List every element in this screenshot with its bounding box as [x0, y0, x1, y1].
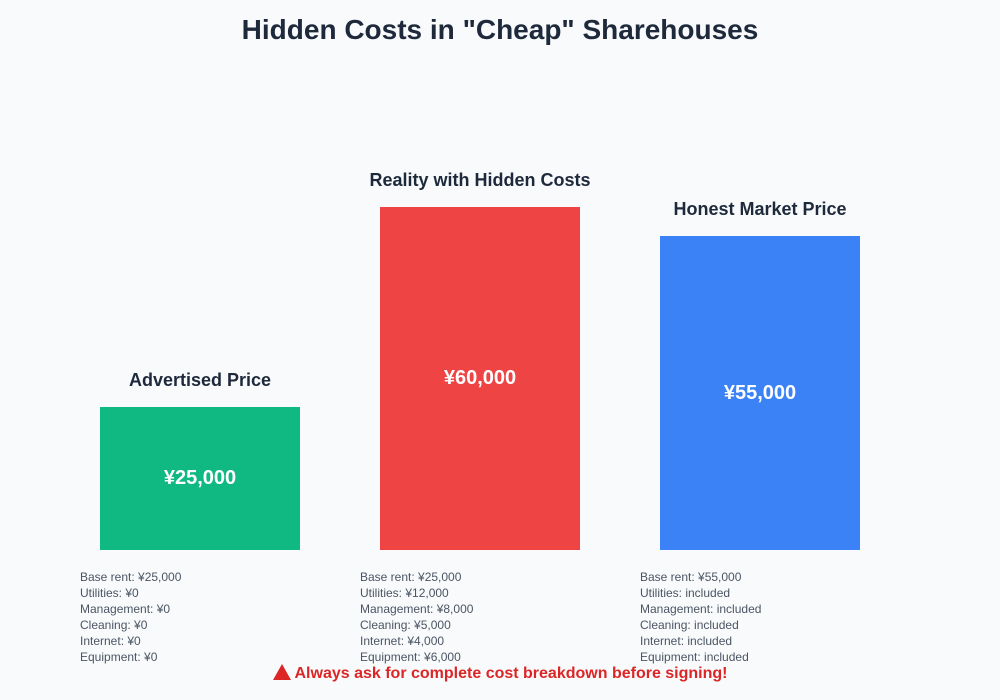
- breakdown-line: Internet: ¥0: [80, 634, 141, 648]
- warning-text: Always ask for complete cost breakdown b…: [294, 665, 728, 682]
- breakdown-line: Equipment: ¥0: [80, 650, 158, 664]
- bar-advertised: ¥25,000: [100, 407, 300, 550]
- breakdown-line: Cleaning: ¥5,000: [360, 618, 451, 632]
- breakdown-line: Base rent: ¥25,000: [360, 570, 462, 584]
- breakdown-line: Equipment: included: [640, 650, 749, 664]
- warning-note: Always ask for complete cost breakdown b…: [0, 664, 1000, 683]
- bar-reality: ¥60,000: [380, 207, 580, 550]
- bar-value-honest: ¥55,000: [723, 381, 797, 404]
- breakdown-line: Internet: included: [640, 634, 733, 648]
- breakdown-line: Management: included: [640, 602, 762, 616]
- bar-label-advertised: Advertised Price: [128, 370, 272, 390]
- bar-value-advertised: ¥25,000: [163, 467, 237, 489]
- bar-honest: ¥55,000: [660, 236, 860, 550]
- breakdown-line: Base rent: ¥25,000: [80, 570, 182, 584]
- breakdown-advertised: Base rent: ¥25,000 Utilities: ¥0 Managem…: [80, 569, 181, 665]
- breakdown-line: Utilities: included: [640, 586, 731, 600]
- breakdown-line: Management: ¥8,000: [360, 602, 474, 616]
- warning-triangle-icon: [272, 664, 291, 680]
- breakdown-line: Utilities: ¥0: [80, 586, 139, 600]
- breakdown-line: Cleaning: ¥0: [80, 618, 148, 632]
- breakdown-line: Utilities: ¥12,000: [360, 586, 449, 600]
- bar-label-reality: Reality with Hidden Costs: [369, 170, 591, 190]
- breakdown-line: Cleaning: included: [640, 618, 739, 632]
- chart-title: Hidden Costs in "Cheap" Sharehouses: [241, 14, 759, 45]
- breakdown-line: Management: ¥0: [80, 602, 171, 616]
- breakdown-line: Internet: ¥4,000: [360, 634, 445, 648]
- breakdown-honest: Base rent: ¥55,000 Utilities: included M…: [640, 569, 761, 665]
- bar-label-honest: Honest Market Price: [673, 199, 847, 219]
- breakdown-line: Equipment: ¥6,000: [360, 650, 461, 664]
- breakdown-line: Base rent: ¥55,000: [640, 570, 742, 584]
- breakdown-reality: Base rent: ¥25,000 Utilities: ¥12,000 Ma…: [360, 569, 473, 665]
- bar-value-reality: ¥60,000: [443, 367, 517, 389]
